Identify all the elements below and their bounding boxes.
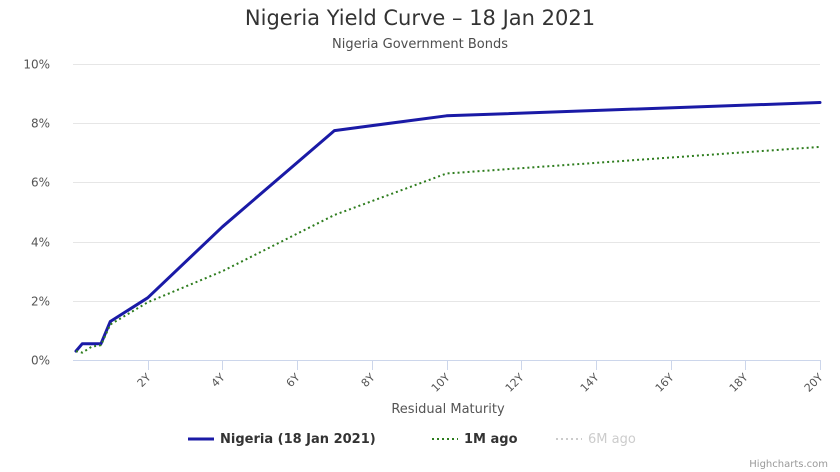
grid-lines <box>73 64 820 361</box>
x-tick-label: 8Y <box>359 371 378 390</box>
x-tick-label: 10Y <box>429 371 453 395</box>
x-tick-label: 12Y <box>503 371 527 395</box>
legend-item-nigeria[interactable]: Nigeria (18 Jan 2021) <box>188 432 376 447</box>
chart-title: Nigeria Yield Curve – 18 Jan 2021 <box>245 6 595 30</box>
y-tick-label: 4% <box>31 236 50 250</box>
x-tick-label: 2Y <box>135 371 154 390</box>
legend: Nigeria (18 Jan 2021) 1M ago 6M ago <box>188 432 636 447</box>
y-tick-label: 6% <box>31 176 50 190</box>
y-tick-label: 10% <box>23 58 50 72</box>
x-axis-title: Residual Maturity <box>391 402 505 417</box>
y-tick-label: 8% <box>31 117 50 131</box>
x-axis: 2Y 4Y 6Y 8Y 10Y 12Y 14Y 16Y 18Y 20Y <box>73 360 826 395</box>
x-tick-label: 20Y <box>802 371 826 395</box>
legend-label: 1M ago <box>464 432 518 447</box>
legend-item-1m-ago[interactable]: 1M ago <box>432 432 518 447</box>
x-tick-label: 4Y <box>209 371 228 390</box>
y-tick-label: 0% <box>31 354 50 368</box>
plot-series <box>74 101 822 354</box>
legend-item-6m-ago[interactable]: 6M ago <box>556 432 636 447</box>
series-line-nigeria-current <box>74 101 822 353</box>
chart-subtitle: Nigeria Government Bonds <box>332 37 508 52</box>
credits-link[interactable]: Highcharts.com <box>749 459 828 470</box>
x-tick-label: 18Y <box>727 371 751 395</box>
y-axis: 0% 2% 4% 6% 8% 10% <box>23 58 50 368</box>
legend-label: 6M ago <box>588 432 636 447</box>
series-line-one-month-ago <box>75 145 821 354</box>
x-tick-label: 16Y <box>653 371 677 395</box>
legend-label: Nigeria (18 Jan 2021) <box>220 432 376 447</box>
x-tick-label: 6Y <box>284 371 303 390</box>
x-tick-label: 14Y <box>578 371 602 395</box>
y-tick-label: 2% <box>31 295 50 309</box>
